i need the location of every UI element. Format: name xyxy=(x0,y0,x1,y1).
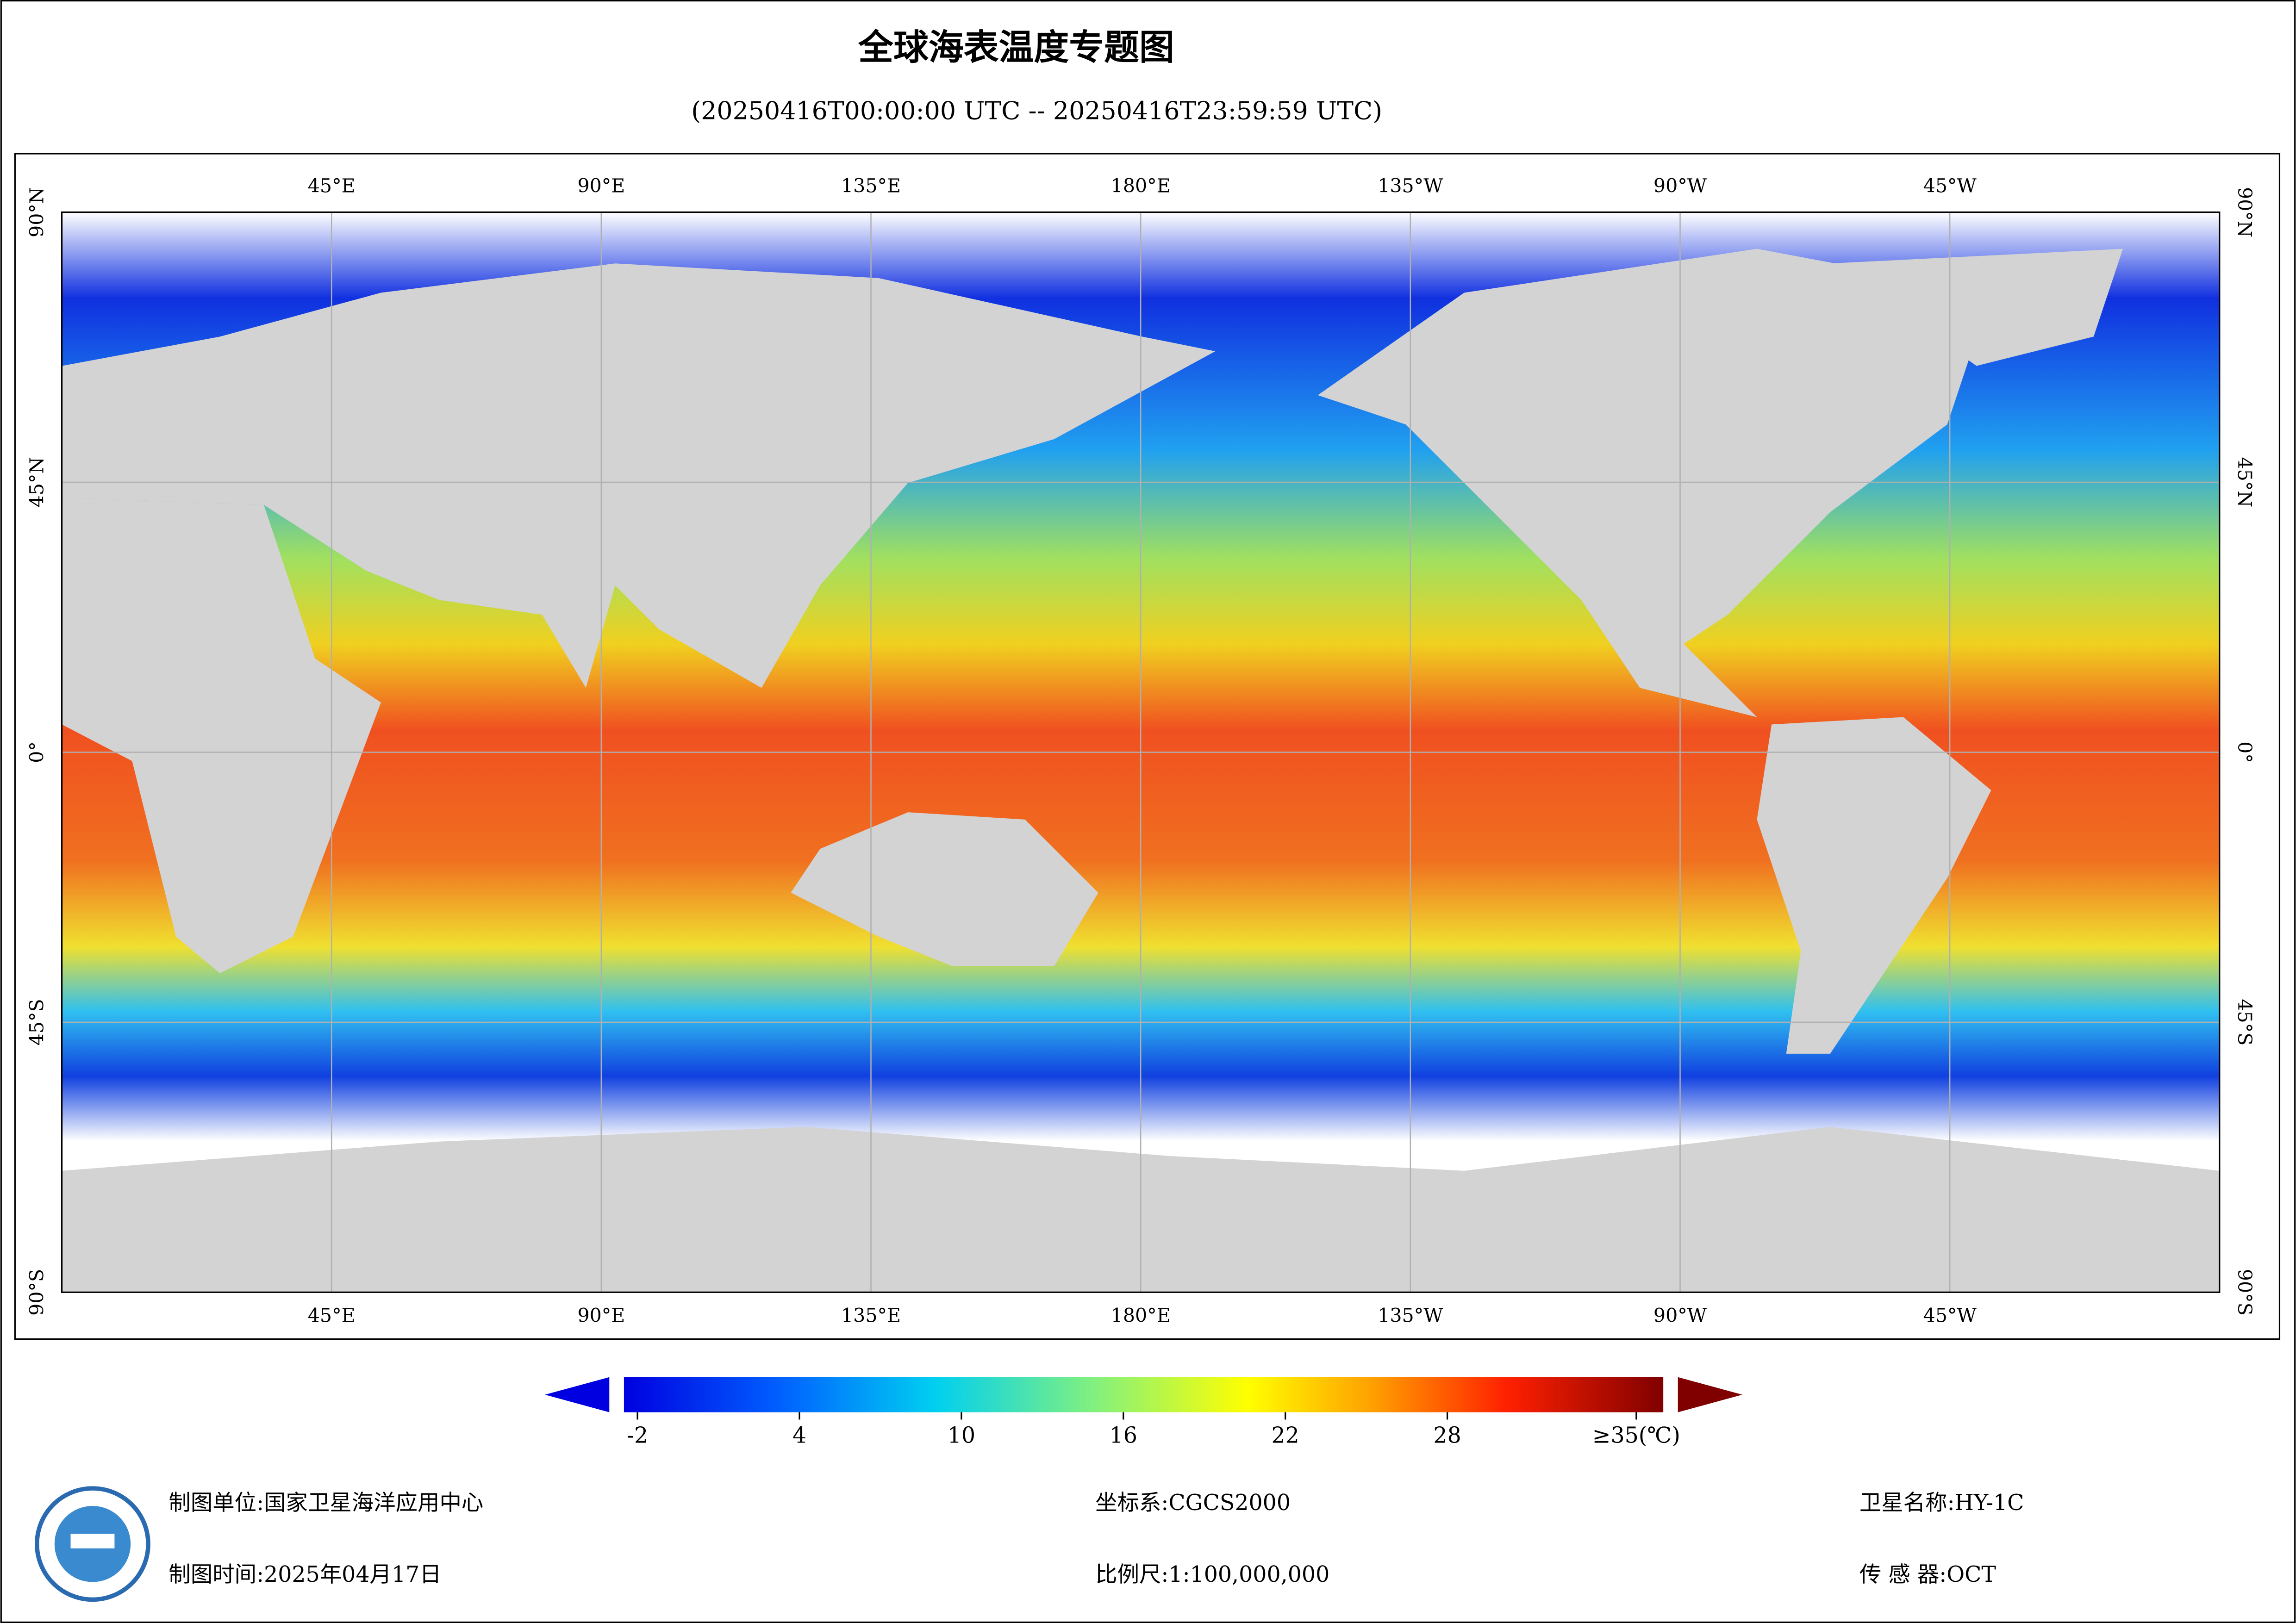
title: 全球海表温度专题图 xyxy=(858,27,1174,68)
map xyxy=(61,211,2221,1293)
land xyxy=(1757,717,1991,1054)
colorbar-label: 22 xyxy=(1272,1423,1299,1448)
lon-label: 45°E xyxy=(308,174,356,197)
footer-time: 制图时间:2025年04月17日 xyxy=(168,1562,441,1587)
lon-label: 135°W xyxy=(1378,1305,1443,1327)
colorbar-label: -2 xyxy=(627,1423,648,1448)
footer-crs: 坐标系:CGCS2000 xyxy=(1095,1490,1291,1516)
map-border xyxy=(61,211,2221,1293)
lon-label: 90°E xyxy=(577,174,625,197)
logo xyxy=(35,1486,150,1602)
land xyxy=(1830,249,2123,366)
lat-label: 45°S xyxy=(2234,999,2256,1045)
footer-satellite: 卫星名称:HY-1C xyxy=(1859,1490,2024,1516)
lon-label: 180°E xyxy=(1111,1305,1171,1327)
footer-sensor: 传 感 器:OCT xyxy=(1859,1562,1997,1587)
colorbar-label: 28 xyxy=(1433,1423,1461,1448)
lon-label: 90°E xyxy=(577,1305,625,1327)
lat-label: 0° xyxy=(2234,741,2256,763)
lon-label: 45°W xyxy=(1923,174,1977,197)
colorbar-low-arrow xyxy=(545,1377,610,1412)
lat-label: 90°N xyxy=(2234,187,2256,237)
lat-label: 45°S xyxy=(25,999,48,1045)
lat-label: 90°N xyxy=(25,187,48,237)
lat-label: 90°S xyxy=(25,1269,48,1316)
lon-label: 90°W xyxy=(1653,1305,1707,1327)
colorbar-label: ≥35(℃) xyxy=(1592,1423,1680,1448)
land xyxy=(1317,249,1991,717)
lat-label: 90°S xyxy=(2234,1269,2256,1316)
lat-label: 0° xyxy=(25,741,48,763)
logo-satellite xyxy=(70,1534,115,1548)
footer-unit: 制图单位:国家卫星海洋应用中心 xyxy=(168,1490,483,1516)
lon-label: 45°W xyxy=(1923,1305,1977,1327)
lon-label: 135°W xyxy=(1378,174,1443,197)
footer-scale: 比例尺:1:100,000,000 xyxy=(1095,1562,1329,1587)
lon-label: 135°E xyxy=(841,1305,901,1327)
lat-label: 45°N xyxy=(2234,457,2256,508)
lon-label: 45°E xyxy=(308,1305,356,1327)
land xyxy=(791,812,1098,966)
subtitle: (20250416T00:00:00 UTC -- 20250416T23:59… xyxy=(691,96,1382,125)
colorbar xyxy=(624,1377,1664,1412)
lon-label: 135°E xyxy=(841,174,901,197)
land xyxy=(62,263,1216,688)
lon-label: 180°E xyxy=(1111,174,1171,197)
map-frame xyxy=(14,153,2281,1340)
land xyxy=(62,497,381,973)
lat-label: 45°N xyxy=(25,457,48,508)
lon-label: 90°W xyxy=(1653,174,1707,197)
colorbar-high-arrow xyxy=(1678,1377,1742,1412)
colorbar-label: 10 xyxy=(948,1423,975,1448)
colorbar-label: 16 xyxy=(1110,1423,1137,1448)
colorbar-label: 4 xyxy=(792,1423,806,1448)
